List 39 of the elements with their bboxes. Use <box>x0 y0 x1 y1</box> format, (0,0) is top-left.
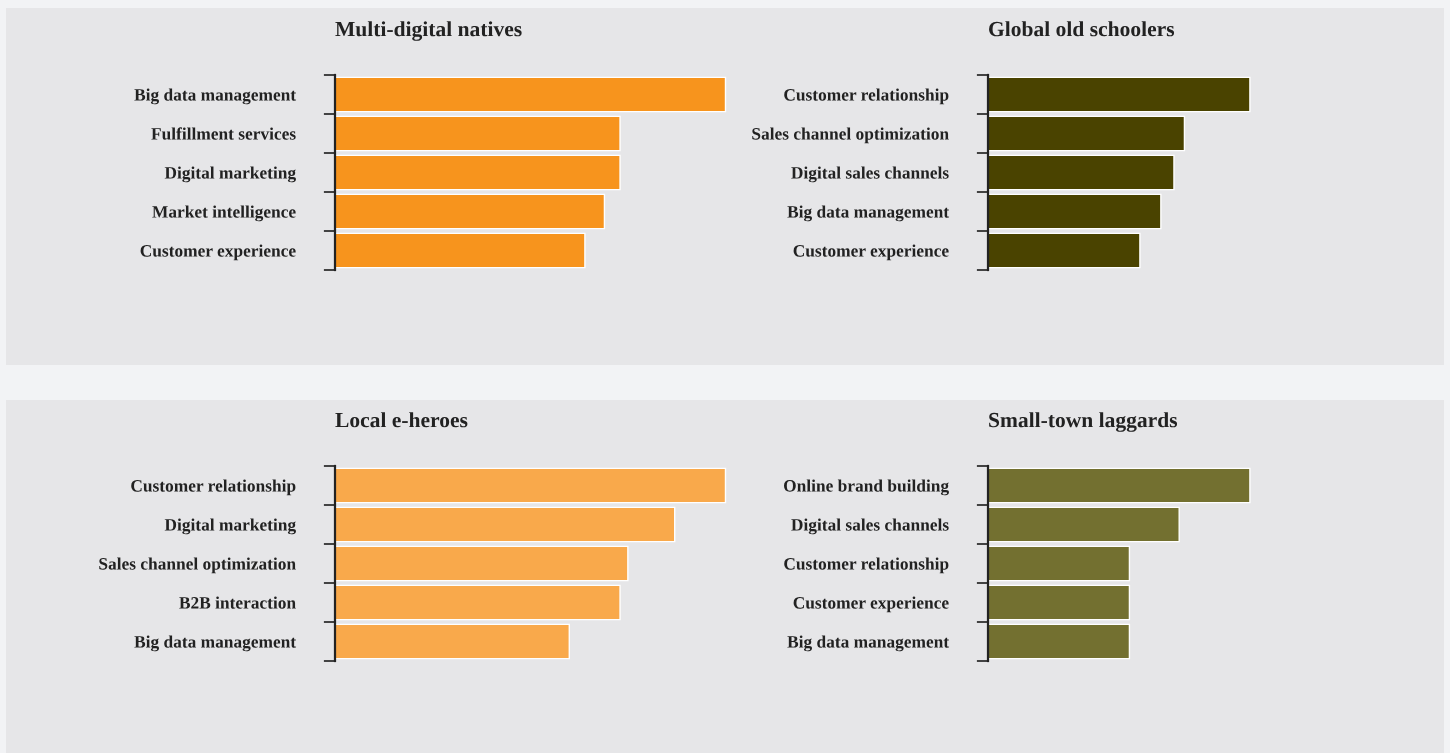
y-tick-label: Big data management <box>787 635 950 652</box>
bar <box>335 584 621 621</box>
y-tick-label: Customer relationship <box>784 88 949 105</box>
y-tick-label: Digital sales channels <box>791 518 949 535</box>
y-tick-label: Big data management <box>787 205 950 222</box>
y-tick-label: Digital sales channels <box>791 166 949 183</box>
bar <box>335 467 727 504</box>
bar <box>988 76 1251 113</box>
bar <box>335 154 621 191</box>
chart-title: Multi-digital natives <box>335 21 522 41</box>
bar <box>988 193 1162 230</box>
bar <box>988 154 1175 191</box>
bar <box>335 545 629 582</box>
bar <box>335 115 621 152</box>
y-tick-label: Customer experience <box>140 244 296 261</box>
bar <box>335 193 606 230</box>
chart-title: Small-town laggards <box>989 412 1178 432</box>
bar <box>335 623 570 660</box>
y-tick-label: Market intelligence <box>152 205 296 222</box>
bar <box>335 232 586 269</box>
y-tick-label: Sales channel optimization <box>752 127 949 144</box>
y-tick-label: Customer experience <box>793 244 949 261</box>
bar <box>988 115 1186 152</box>
y-tick-label: Customer experience <box>793 596 949 613</box>
chart-title: Global old schoolers <box>989 21 1175 37</box>
bar <box>988 232 1141 269</box>
y-tick-label: Online brand building <box>784 479 949 496</box>
y-tick-label: Digital marketing <box>164 518 296 535</box>
y-tick-label: Sales channel optimization <box>99 557 296 574</box>
bar <box>335 76 727 113</box>
y-tick-label: Digital marketing <box>164 166 296 183</box>
chart-title: Local e-heroes <box>335 412 468 428</box>
y-tick-label: Fulfillment services <box>151 127 296 140</box>
y-tick-label: Big data management <box>134 88 297 105</box>
y-tick-label: Customer relationship <box>131 479 296 496</box>
bar <box>335 506 676 543</box>
y-tick-label: Big data management <box>134 635 297 652</box>
y-tick-label: B2B interaction <box>179 596 296 609</box>
y-tick-label: Customer relationship <box>784 557 949 574</box>
